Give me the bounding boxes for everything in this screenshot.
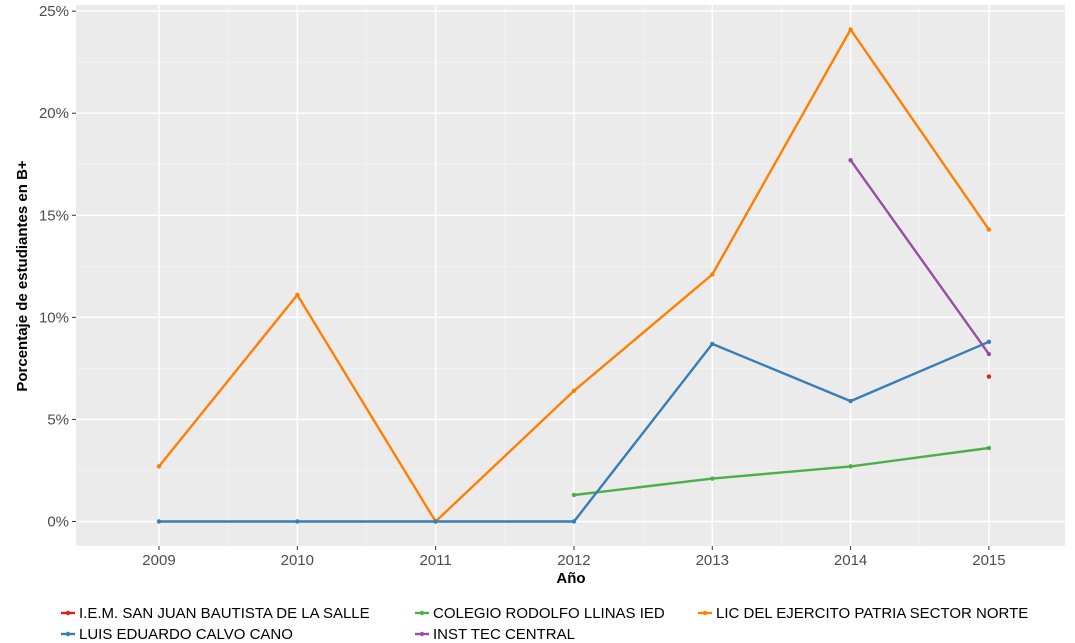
y-tick-label: 0% <box>47 514 69 531</box>
x-axis-title: Año <box>556 570 585 587</box>
panel-background <box>76 5 1065 546</box>
legend-label: I.E.M. SAN JUAN BAUTISTA DE LA SALLE <box>79 605 370 622</box>
series-line-1 <box>573 446 990 497</box>
data-point-1 <box>848 464 853 469</box>
data-point-1 <box>710 476 715 481</box>
data-point-4 <box>986 351 992 357</box>
data-point-2 <box>848 27 853 32</box>
legend-key-point <box>419 631 425 637</box>
x-tick-label: 2014 <box>834 552 867 569</box>
x-axis-ticks: 2009 2010 2011 2012 2013 2014 2015 <box>142 546 1006 569</box>
y-tick-label: 10% <box>39 309 69 326</box>
y-axis-ticks: 0% 5% 10% 15% 20% 25% <box>39 3 76 531</box>
data-point-2 <box>156 464 162 469</box>
data-point-3 <box>986 339 992 345</box>
data-point-2 <box>571 388 577 394</box>
data-point-3 <box>295 519 300 524</box>
x-tick-label: 2010 <box>281 552 314 569</box>
data-point-3 <box>710 341 715 347</box>
minor-gridlines <box>76 5 1065 546</box>
data-point-2 <box>986 227 992 232</box>
y-axis-title: Porcentaje de estudiantes en B+ <box>14 160 31 392</box>
data-point-3 <box>571 519 577 524</box>
x-tick-label: 2011 <box>420 552 452 569</box>
data-point-3 <box>848 398 853 404</box>
y-tick-label: 15% <box>39 207 69 224</box>
y-tick-label: 25% <box>39 3 69 20</box>
legend-key-point <box>419 610 425 616</box>
series-line-4 <box>849 159 990 355</box>
legend: I.E.M. SAN JUAN BAUTISTA DE LA SALLE COLE… <box>61 605 1028 643</box>
series-points <box>156 27 992 524</box>
legend-key-point <box>65 610 71 616</box>
legend-label: INST TEC CENTRAL <box>433 626 575 643</box>
x-tick-label: 2009 <box>142 552 175 569</box>
legend-label: LUIS EDUARDO CALVO CANO <box>79 626 293 643</box>
x-tick-label: 2012 <box>557 552 590 569</box>
data-point-3 <box>433 519 438 524</box>
data-point-0 <box>986 374 992 379</box>
data-point-3 <box>156 519 162 524</box>
legend-key-point <box>65 631 71 637</box>
legend-key-point <box>702 610 708 616</box>
x-tick-label: 2013 <box>696 552 729 569</box>
data-point-2 <box>710 272 715 277</box>
legend-label: COLEGIO RODOLFO LLINAS IED <box>433 605 665 622</box>
data-point-1 <box>571 492 577 498</box>
x-tick-label: 2015 <box>972 552 1005 569</box>
data-point-1 <box>986 445 992 451</box>
legend-label: LIC DEL EJERCITO PATRIA SECTOR NORTE <box>716 605 1028 622</box>
data-point-2 <box>295 292 300 298</box>
data-point-4 <box>848 157 853 163</box>
y-tick-label: 5% <box>47 411 69 428</box>
y-tick-label: 20% <box>39 105 69 122</box>
